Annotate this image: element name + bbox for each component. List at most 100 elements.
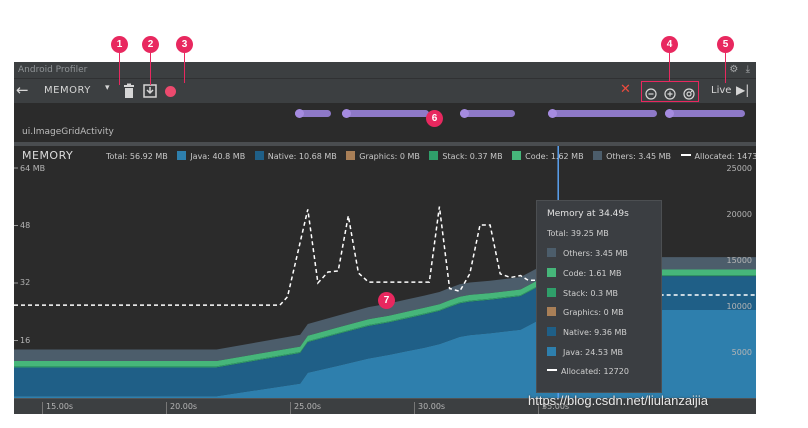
event-bar[interactable]	[460, 110, 515, 117]
trash-icon[interactable]	[122, 83, 136, 99]
section-divider[interactable]	[14, 142, 756, 146]
legend-stack: Stack: 0.37 MB	[429, 151, 503, 161]
y-right-label: 15000	[726, 256, 752, 265]
activity-label[interactable]: ui.ImageGridActivity	[22, 127, 114, 137]
time-axis[interactable]: 15.00s 20.00s 25.00s 30.00s 35.00s	[14, 398, 756, 414]
legend-native: Native: 10.68 MB	[254, 151, 337, 161]
y-left-label: 32	[20, 278, 31, 287]
event-timeline: 6 ui.ImageGridActivity	[14, 104, 756, 142]
tooltip-swatch	[547, 267, 556, 277]
memory-legend: Total: 56.92 MB Java: 40.8 MB Native: 10…	[106, 151, 756, 161]
legend-swatch	[593, 151, 603, 160]
y-right-label: 20000	[726, 210, 752, 219]
legend-label: Stack: 0.37 MB	[442, 152, 503, 161]
x-tick-label: 25.00s	[290, 402, 321, 414]
legend-label: Java: 40.8 MB	[190, 152, 246, 161]
y-left-label: 48	[20, 221, 31, 230]
x-tick-label: 35.00s	[538, 402, 569, 414]
tooltip-label: Others: 3.45 MB	[563, 249, 628, 258]
area-code	[14, 269, 756, 367]
memory-title: MEMORY	[22, 149, 74, 162]
zoom-out-icon[interactable]	[645, 85, 657, 100]
legend-graphics: Graphics: 0 MB	[346, 151, 420, 161]
jump-to-live-icon[interactable]: ▶|	[736, 83, 750, 97]
tooltip-swatch	[547, 368, 557, 372]
y-left-label: 64 MB	[20, 164, 46, 173]
callout-1-pin	[119, 53, 120, 85]
legend-label: Allocated: 14739	[694, 152, 756, 161]
watermark: https://blog.csdn.net/liulanzaijia	[528, 393, 708, 408]
legend-others: Others: 3.45 MB	[593, 151, 671, 161]
event-marker[interactable]	[548, 109, 557, 118]
y-left-label: 16	[20, 336, 31, 345]
callout-2-pin	[150, 53, 151, 85]
memory-tooltip: Memory at 34.49s Total: 39.25 MB Others:…	[536, 200, 662, 393]
area-others	[14, 257, 756, 361]
legend-swatch	[512, 151, 522, 160]
legend-label: Graphics: 0 MB	[359, 152, 420, 161]
tooltip-label: Graphics: 0 MB	[563, 308, 624, 318]
reset-zoom-icon[interactable]	[683, 85, 695, 100]
legend-label: Code: 1.62 MB	[525, 152, 584, 161]
callout-7: 7	[378, 292, 395, 309]
callout-2: 2	[142, 36, 159, 53]
callout-1: 1	[111, 36, 128, 53]
legend-swatch	[680, 154, 691, 157]
event-marker[interactable]	[295, 109, 304, 118]
zoom-controls	[641, 81, 699, 102]
x-tick-label: 15.00s	[42, 402, 73, 414]
y-right-label: 10000	[726, 302, 752, 311]
chevron-down-icon[interactable]: ▾	[105, 83, 110, 93]
callout-5-pin	[725, 53, 726, 83]
y-right-label: 5000	[731, 348, 752, 357]
tooltip-title: Memory at 34.49s	[547, 209, 629, 219]
x-tick-label: 30.00s	[414, 402, 445, 414]
callout-5: 5	[717, 36, 734, 53]
tooltip-swatch	[547, 287, 556, 297]
callout-3: 3	[176, 36, 193, 53]
x-tick-label: 20.00s	[166, 402, 197, 414]
tooltip-swatch	[547, 248, 556, 257]
event-bar[interactable]	[665, 110, 745, 117]
profiler-toolbar: ← MEMORY ▾ ✕ Live ▶|	[14, 79, 756, 104]
legend-label: Others: 3.45 MB	[606, 152, 671, 161]
tooltip-row-others: Others: 3.45 MB	[547, 248, 651, 268]
tooltip-label: Allocated: 12720	[561, 366, 629, 376]
tooltip-row-allocated: Allocated: 12720	[547, 367, 651, 387]
live-label[interactable]: Live	[711, 85, 732, 96]
arrow-left-icon[interactable]: ←	[16, 81, 29, 99]
stop-icon[interactable]: ✕	[620, 82, 631, 97]
window-title: Android Profiler	[18, 65, 88, 75]
legend-java: Java: 40.8 MB	[177, 151, 245, 161]
profiler-selector[interactable]: MEMORY	[44, 85, 91, 96]
zoom-in-icon[interactable]	[664, 85, 676, 100]
download-icon[interactable]: ⤓	[745, 64, 750, 75]
event-marker[interactable]	[342, 109, 351, 118]
memory-chart[interactable]: MEMORY Total: 56.92 MB Java: 40.8 MB Nat…	[14, 146, 756, 398]
tooltip-label: Stack: 0.3 MB	[563, 288, 619, 298]
legend-allocated: Allocated: 14739	[680, 152, 756, 161]
callout-4: 4	[661, 36, 678, 53]
heap-dump-icon[interactable]	[142, 83, 158, 99]
tooltip-swatch	[547, 327, 556, 337]
gear-icon[interactable]: ⚙	[729, 64, 739, 75]
legend-swatch	[254, 151, 264, 160]
tooltip-row-code: Code: 1.61 MB	[547, 267, 651, 288]
event-bar[interactable]	[295, 110, 331, 117]
event-bar[interactable]	[548, 110, 657, 117]
allocated-series-line	[14, 206, 756, 306]
event-marker[interactable]	[665, 109, 674, 118]
profiler-window: Android Profiler ⚙ ⤓ ← MEMORY ▾ ✕	[14, 62, 756, 414]
allocated-line	[14, 206, 756, 306]
y-right-label: 25000	[726, 164, 752, 173]
legend-label: Native: 10.68 MB	[267, 152, 337, 161]
titlebar-icons: ⚙ ⤓	[729, 64, 750, 75]
event-marker[interactable]	[460, 109, 469, 118]
tooltip-row-java: Java: 24.53 MB	[547, 346, 651, 367]
event-bar[interactable]	[342, 110, 429, 117]
record-icon[interactable]	[165, 86, 176, 97]
tooltip-row-stack: Stack: 0.3 MB	[547, 287, 651, 308]
callout-4-pin	[669, 53, 670, 81]
tooltip-total: Total: 39.25 MB	[547, 229, 609, 238]
tooltip-label: Native: 9.36 MB	[563, 328, 627, 338]
